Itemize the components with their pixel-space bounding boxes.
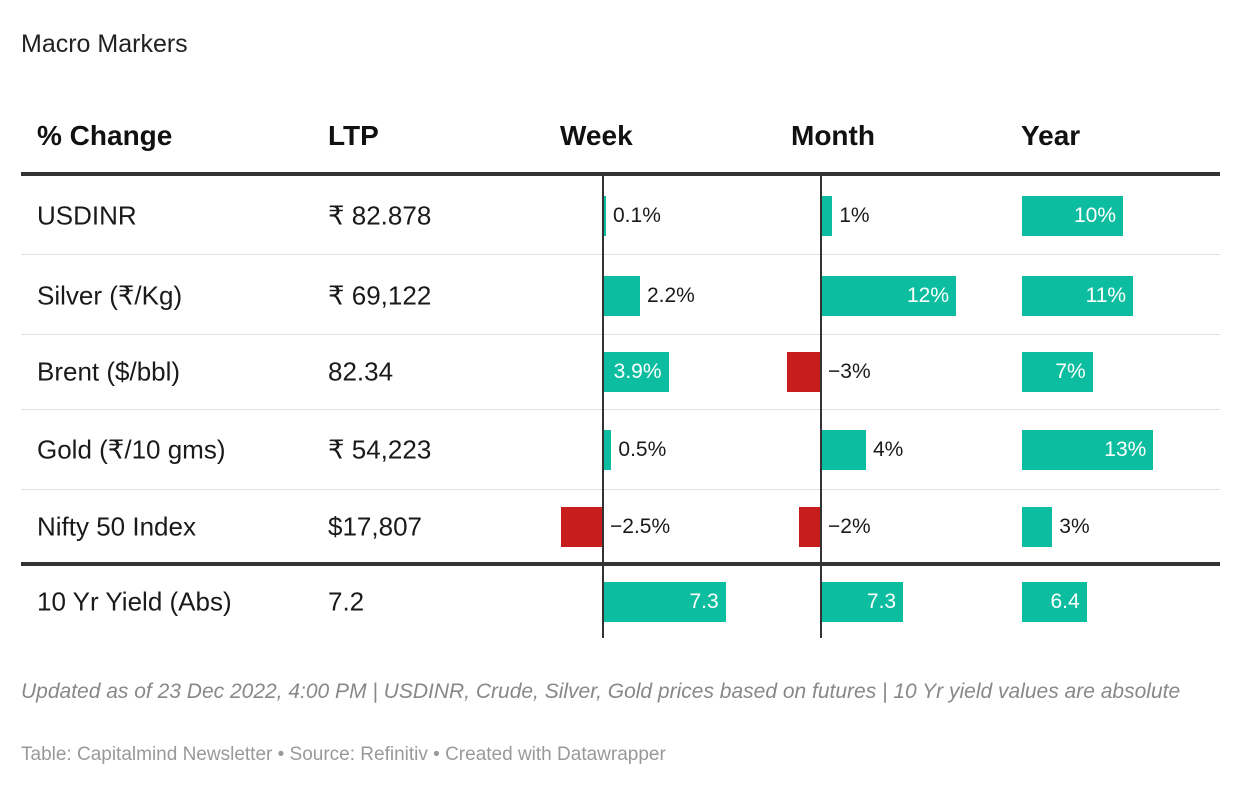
month-value-label: 7.3 (866, 590, 897, 613)
year-bar (1022, 507, 1053, 547)
month-zero-axis (820, 176, 822, 638)
ltp-value: 82.34 (328, 356, 394, 387)
chart-title: Macro Markers (21, 30, 188, 58)
year-bar (1022, 582, 1087, 622)
row-label: Silver (₹/Kg) (37, 280, 183, 311)
header-year: Year (1021, 120, 1081, 151)
week-value-label: −2.5% (610, 515, 671, 538)
chart-notes: Updated as of 23 Dec 2022, 4:00 PM | USD… (21, 680, 1181, 703)
row-divider (21, 489, 1220, 490)
row-divider (21, 334, 1220, 335)
table-row: Nifty 50 Index $17,807 −2.5% −2% 3% (0, 507, 1240, 547)
week-zero-axis (602, 176, 604, 638)
table-row: 10 Yr Yield (Abs) 7.2 7.3 7.3 6.4 (0, 582, 1240, 622)
header-month: Month (791, 120, 875, 151)
year-bar (1022, 352, 1093, 392)
ltp-value: ₹ 69,122 (328, 280, 432, 311)
ltp-value: $17,807 (328, 511, 422, 542)
week-bar (561, 507, 603, 547)
year-bar (1022, 430, 1154, 470)
week-value-label: 7.3 (689, 590, 719, 613)
row-label: Nifty 50 Index (37, 511, 196, 542)
week-bar (603, 582, 726, 622)
week-value-label: 3.9% (613, 360, 662, 383)
table-row: Silver (₹/Kg) ₹ 69,122 2.2% 12% 11% (0, 276, 1240, 316)
row-label: Gold (₹/10 gms) (37, 434, 226, 465)
ltp-value: ₹ 54,223 (328, 434, 432, 465)
header-ltp: LTP (328, 120, 379, 151)
week-value-label: 2.2% (646, 284, 695, 307)
month-value-label: 12% (906, 284, 949, 307)
month-value-label: −3% (828, 360, 871, 383)
row-divider (21, 409, 1220, 410)
week-bar (603, 430, 612, 470)
year-value-label: 13% (1104, 438, 1147, 461)
month-bar (821, 430, 866, 470)
header-week: Week (560, 120, 633, 151)
week-value-label: 0.5% (618, 438, 667, 461)
row-label: USDINR (37, 200, 137, 231)
chart-footer: Table: Capitalmind Newsletter • Source: … (21, 744, 666, 765)
table-row: USDINR ₹ 82.878 0.1% 1% 10% (0, 196, 1240, 236)
row-label: 10 Yr Yield (Abs) (37, 586, 232, 617)
week-value-label: 0.1% (613, 204, 661, 227)
week-bar (603, 276, 640, 316)
header-change: % Change (37, 120, 173, 151)
month-value-label: 1% (839, 204, 870, 227)
year-value-label: 10% (1073, 204, 1116, 227)
ltp-value: ₹ 82.878 (328, 200, 432, 231)
table-row: Gold (₹/10 gms) ₹ 54,223 0.5% 4% 13% (0, 430, 1240, 470)
month-bar (821, 196, 833, 236)
month-value-label: −2% (828, 515, 871, 538)
year-value-label: 6.4 (1050, 590, 1080, 613)
week-bar (603, 196, 606, 236)
month-value-label: 4% (873, 438, 904, 461)
row-label: Brent ($/bbl) (37, 356, 181, 387)
month-bar (798, 507, 821, 547)
month-bar (821, 582, 904, 622)
header-rule (21, 172, 1220, 176)
row-divider (21, 254, 1220, 255)
ltp-value: 7.2 (328, 586, 365, 617)
year-bar (1022, 196, 1123, 236)
month-bar (787, 352, 821, 392)
year-value-label: 11% (1085, 284, 1127, 307)
month-bar (821, 276, 956, 316)
year-value-label: 3% (1059, 515, 1090, 538)
year-bar (1022, 276, 1134, 316)
week-bar (603, 352, 669, 392)
year-value-label: 7% (1055, 360, 1086, 383)
yield-rule (21, 562, 1220, 566)
table-row: Brent ($/bbl) 82.34 3.9% −3% 7% (0, 352, 1240, 392)
